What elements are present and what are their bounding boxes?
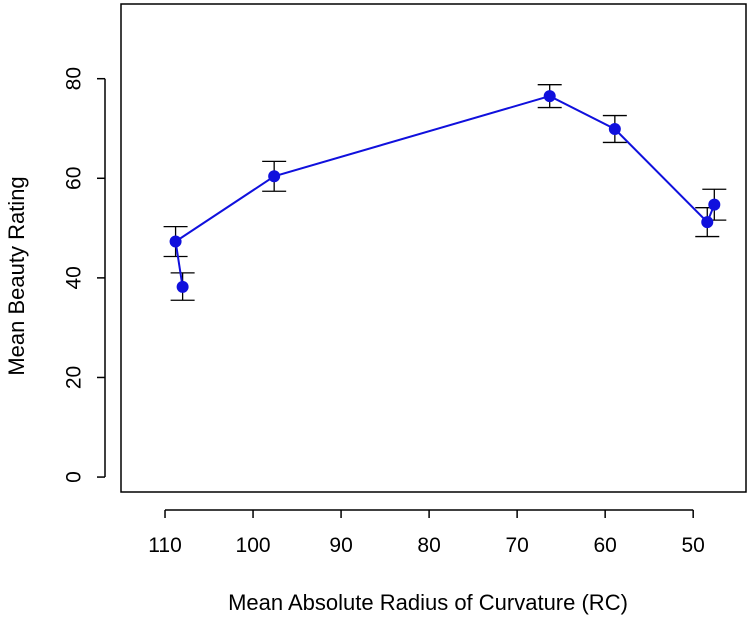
series-line [174, 95, 716, 287]
x-tick-label: 100 [236, 534, 271, 557]
y-axis-label: Mean Beauty Rating [4, 176, 29, 375]
data-point [169, 235, 182, 248]
data-point [701, 216, 714, 229]
x-tick-label: 70 [505, 534, 528, 557]
y-tick-label: 40 [63, 266, 86, 289]
data-point [176, 280, 189, 293]
x-tick-label: 60 [593, 534, 616, 557]
x-axis: 110 100 90 80 70 60 50 [148, 509, 705, 557]
y-tick-label: 60 [63, 167, 86, 190]
x-tick-label: 80 [417, 534, 440, 557]
data-point [608, 122, 621, 135]
data-points [169, 90, 721, 293]
data-point [708, 198, 721, 211]
x-axis-label: Mean Absolute Radius of Curvature (RC) [228, 590, 628, 615]
y-tick-label: 80 [63, 67, 86, 90]
data-point [268, 170, 281, 183]
y-tick-label: 20 [63, 366, 86, 389]
x-tick-label: 50 [682, 534, 705, 557]
x-tick-label: 90 [329, 534, 352, 557]
plot-frame [120, 3, 747, 493]
x-tick-label: 110 [148, 534, 181, 557]
series-lines [174, 95, 716, 287]
y-axis: 0 20 40 60 80 [63, 67, 106, 483]
data-point [543, 90, 556, 103]
y-tick-label: 0 [63, 471, 86, 483]
